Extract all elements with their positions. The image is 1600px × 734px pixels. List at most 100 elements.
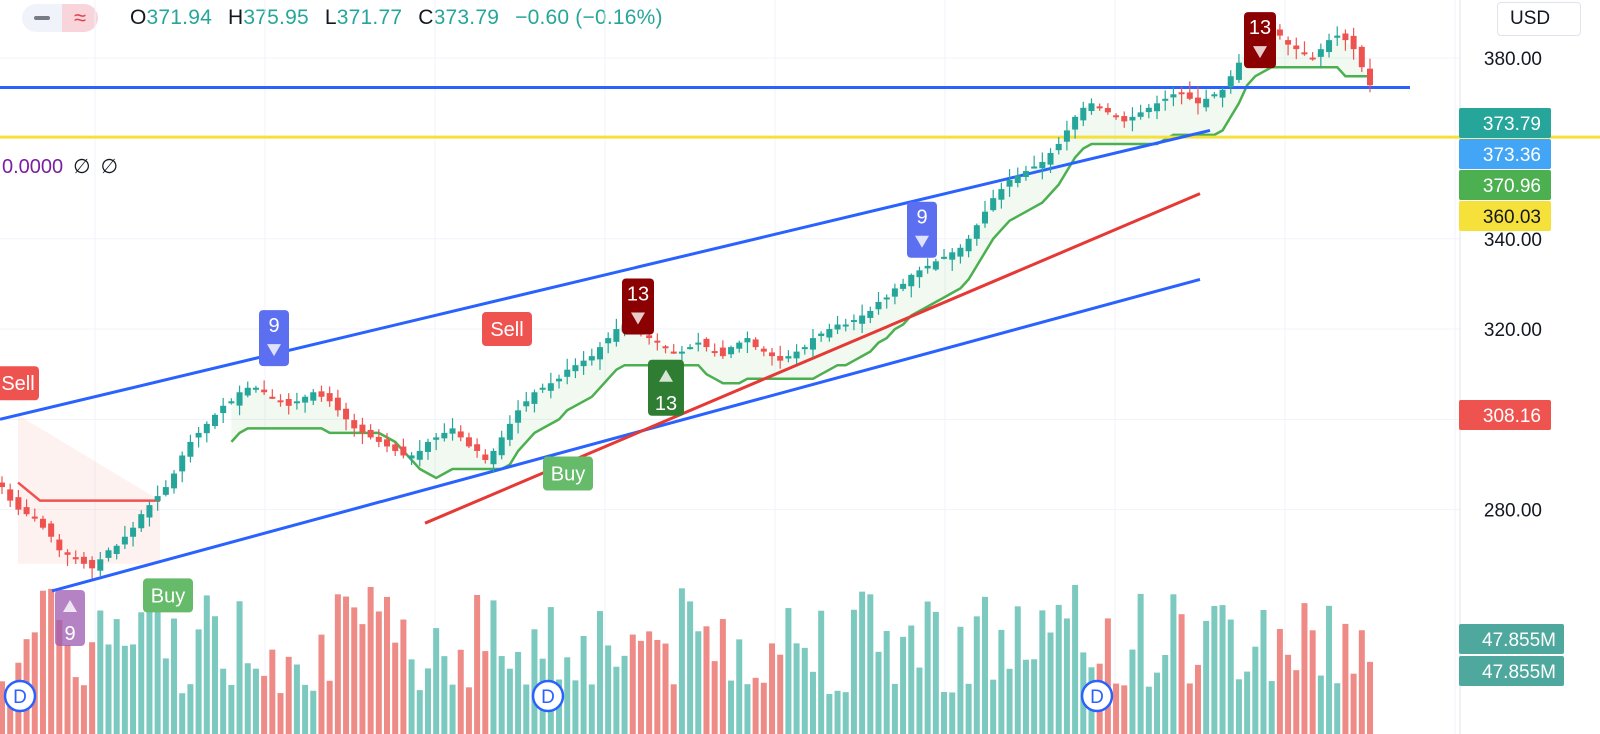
candle-body	[39, 518, 46, 528]
volume-bar	[375, 611, 382, 734]
candle-body	[1178, 92, 1185, 95]
volume-bar	[613, 666, 620, 734]
volume-bar	[875, 651, 882, 734]
volume-bar	[211, 616, 218, 734]
minus-icon[interactable]	[34, 16, 50, 20]
currency-selector[interactable]: USD	[1497, 2, 1581, 36]
volume-label-text: 47.855M	[1482, 662, 1556, 683]
volume-bar	[1326, 605, 1333, 734]
signal-marker-count-up: 13	[648, 359, 684, 416]
price-label-text: 373.36	[1483, 145, 1541, 166]
price-label-bg	[1459, 400, 1551, 430]
candle-body	[1055, 143, 1062, 151]
candle-body	[695, 342, 702, 345]
volume-bar	[1145, 686, 1152, 734]
volume-bar	[1268, 681, 1275, 734]
low-key: L	[324, 6, 337, 29]
volume-bar	[1014, 606, 1021, 734]
triangle-down-icon	[267, 344, 281, 357]
lower-channel-line	[51, 277, 1201, 593]
candle-body	[506, 423, 513, 440]
candle-body	[171, 473, 178, 489]
candle-body	[564, 369, 571, 377]
volume-bar	[973, 616, 980, 734]
candle-body	[1219, 89, 1226, 98]
volume-bar	[695, 631, 702, 734]
candle-body	[1113, 115, 1120, 118]
volume-bar	[1178, 614, 1185, 734]
signal-marker-sell: Sell	[482, 312, 532, 347]
volume-bar	[105, 644, 112, 734]
volume-bar	[490, 600, 497, 734]
signal-marker-count-down: 13	[1244, 12, 1276, 69]
volume-bar	[474, 594, 481, 734]
candle-body	[1211, 94, 1218, 97]
volume-bar	[351, 607, 358, 734]
candle-body	[1326, 40, 1333, 52]
candle-body	[916, 270, 923, 278]
candle-body	[236, 392, 243, 406]
volume-bar	[392, 642, 399, 734]
candle-body	[15, 497, 22, 510]
candle-body	[539, 387, 546, 390]
candle-body	[662, 346, 669, 349]
volume-bar	[302, 684, 309, 734]
volume-bar	[31, 632, 38, 734]
candle-body	[1334, 35, 1341, 38]
candle-body	[343, 408, 350, 420]
volume-bar	[1342, 623, 1349, 734]
signal-badge	[259, 310, 289, 367]
volume-bars	[0, 584, 1373, 734]
volume-bar	[89, 642, 96, 734]
candle-body	[0, 482, 5, 488]
wave-icon[interactable]: ≈	[62, 4, 98, 32]
candle-body	[490, 450, 497, 465]
signal-markers: Sell Sell Buy Buy 9 9 9 13 13 13 D D D	[0, 12, 1276, 713]
volume-bar	[80, 685, 87, 734]
candle-body	[891, 288, 898, 297]
signal-label: Buy	[151, 585, 185, 607]
price-label-bg	[1459, 108, 1551, 138]
volume-bar	[1022, 659, 1029, 734]
dividend-marker: D	[531, 679, 565, 713]
dividend-icon	[531, 679, 565, 713]
price-label: 370.96	[1459, 170, 1551, 200]
volume-bar	[891, 683, 898, 734]
candle-body	[678, 351, 685, 354]
signal-badge	[0, 366, 39, 401]
candle-body	[1145, 107, 1152, 113]
volume-bar	[269, 649, 276, 734]
indicator-legend: 0.0000 ∅ ∅	[2, 154, 118, 179]
volume-bar	[7, 685, 14, 734]
candle-body	[1080, 107, 1087, 121]
volume-bar	[1334, 683, 1341, 734]
volume-bar	[56, 620, 63, 734]
candle-body	[48, 523, 55, 537]
volume-bar	[1227, 619, 1234, 734]
volume-bar	[400, 619, 407, 734]
volume-bar	[326, 680, 333, 734]
candle-body	[113, 545, 120, 554]
candle-body	[736, 342, 743, 349]
volume-bar	[580, 635, 587, 734]
volume-bar	[113, 619, 120, 734]
support-line	[424, 192, 1201, 525]
volume-bar	[367, 586, 374, 734]
candle-body	[285, 398, 292, 406]
candle-body	[1301, 52, 1308, 55]
candle-body	[23, 507, 30, 515]
volume-bar	[228, 685, 235, 734]
volume-bar	[457, 649, 464, 734]
triangle-down-icon	[631, 312, 645, 325]
volume-bar	[1367, 661, 1373, 734]
resistance-line	[17, 481, 160, 502]
signal-label: 9	[916, 207, 927, 229]
candle-body	[400, 446, 407, 456]
chart-style-toggle[interactable]: ≈	[22, 4, 98, 32]
candle-body	[1072, 116, 1079, 130]
volume-bar	[236, 601, 243, 734]
price-axis: 380.00340.00320.00300.00280.00373.79373.…	[1459, 49, 1564, 686]
trailing-stop-line	[230, 65, 1370, 480]
triangle-up-icon	[659, 369, 673, 382]
